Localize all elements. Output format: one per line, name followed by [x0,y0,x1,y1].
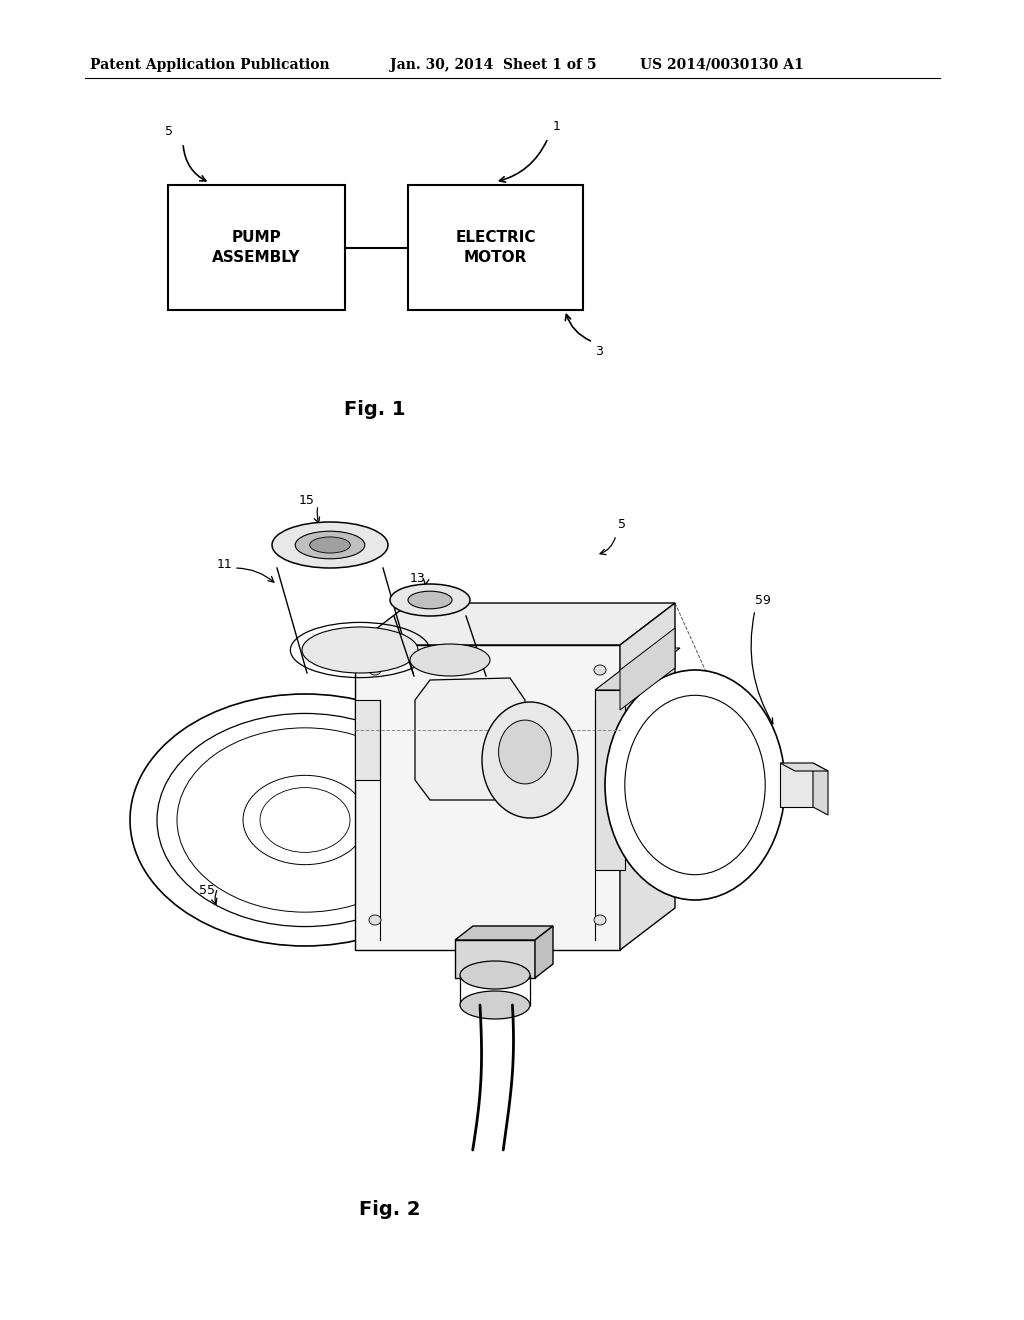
Polygon shape [355,700,380,780]
Ellipse shape [410,644,490,676]
Polygon shape [595,690,625,870]
Ellipse shape [130,694,480,946]
Ellipse shape [260,788,350,853]
Polygon shape [780,763,828,771]
Text: Patent Application Publication: Patent Application Publication [90,58,330,73]
Text: 5: 5 [618,519,626,532]
Ellipse shape [605,671,785,900]
Ellipse shape [369,665,381,675]
Ellipse shape [295,531,365,558]
Text: 55: 55 [199,883,215,896]
Text: Jan. 30, 2014  Sheet 1 of 5: Jan. 30, 2014 Sheet 1 of 5 [390,58,597,73]
Polygon shape [455,927,553,940]
Ellipse shape [309,537,350,553]
Ellipse shape [157,713,453,927]
Text: 15: 15 [299,494,315,507]
Polygon shape [355,648,480,671]
Text: PUMP
ASSEMBLY: PUMP ASSEMBLY [212,230,301,265]
Ellipse shape [369,915,381,925]
Text: ELECTRIC
MOTOR: ELECTRIC MOTOR [456,230,536,265]
Text: 21: 21 [590,879,606,891]
Ellipse shape [408,591,452,609]
Polygon shape [408,185,583,310]
Polygon shape [813,763,828,814]
Ellipse shape [243,775,367,865]
Text: 5: 5 [165,125,173,139]
Polygon shape [355,645,620,950]
Ellipse shape [272,521,388,568]
Text: 7: 7 [655,759,663,771]
Text: 3: 3 [595,345,603,358]
Polygon shape [455,940,535,978]
Polygon shape [355,603,675,645]
Text: 1: 1 [553,120,561,133]
Polygon shape [595,648,680,690]
Polygon shape [620,603,675,950]
Text: 11: 11 [216,558,232,572]
Text: US 2014/0030130 A1: US 2014/0030130 A1 [640,58,804,73]
Polygon shape [780,763,813,807]
Text: Fig. 2: Fig. 2 [359,1200,421,1218]
Text: 13: 13 [410,572,425,585]
Text: 59: 59 [755,594,771,606]
Polygon shape [620,628,675,710]
Ellipse shape [594,915,606,925]
Ellipse shape [302,627,418,673]
Polygon shape [415,678,525,800]
Ellipse shape [390,583,470,616]
Ellipse shape [594,665,606,675]
Text: 9: 9 [510,614,518,627]
Ellipse shape [177,727,433,912]
Ellipse shape [499,721,551,784]
Ellipse shape [482,702,578,818]
Ellipse shape [460,961,530,989]
Polygon shape [535,927,553,978]
Text: Fig. 1: Fig. 1 [344,400,406,418]
Ellipse shape [460,991,530,1019]
Ellipse shape [625,696,765,875]
Polygon shape [168,185,345,310]
